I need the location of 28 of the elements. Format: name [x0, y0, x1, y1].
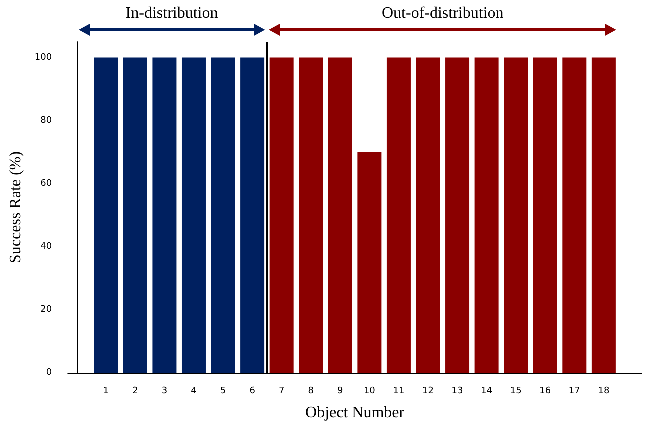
x-tick-label: 12: [422, 386, 434, 396]
text: Out-of-distribution: [382, 5, 504, 23]
x-axis-title: Object Number: [306, 404, 406, 422]
x-tick-label: 10: [364, 386, 376, 396]
x-tick-label: 8: [308, 386, 314, 396]
x-tick-label: 17: [568, 386, 580, 396]
x-tick-label: 2: [132, 386, 138, 396]
x-tick-label: 4: [191, 386, 198, 396]
y-tick-label: 20: [40, 304, 52, 315]
y-tick-label: 0: [46, 368, 52, 378]
x-tick-label: 16: [540, 386, 552, 396]
x-tick-label: 7: [278, 386, 285, 396]
x-tick-label: 13: [452, 386, 464, 396]
y-tick-label: 80: [40, 116, 52, 126]
x-tick-label: 6: [250, 386, 256, 396]
x-tick-label: 11: [393, 386, 405, 396]
y-tick-label: 100: [34, 52, 52, 63]
y-tick-label: 40: [40, 242, 52, 252]
x-tick-label: 3: [162, 386, 168, 396]
y-tick-label: 60: [40, 178, 52, 189]
y-axis-title: Success Rate (%): [8, 152, 24, 264]
x-tick-label: 1: [103, 386, 110, 396]
text: In-distribution: [126, 5, 218, 23]
x-tick-label: 9: [338, 386, 344, 396]
x-tick-label: 14: [481, 386, 493, 396]
x-tick-label: 18: [598, 386, 610, 396]
x-tick-label: 15: [510, 386, 522, 396]
x-tick-label: 5: [220, 386, 226, 396]
